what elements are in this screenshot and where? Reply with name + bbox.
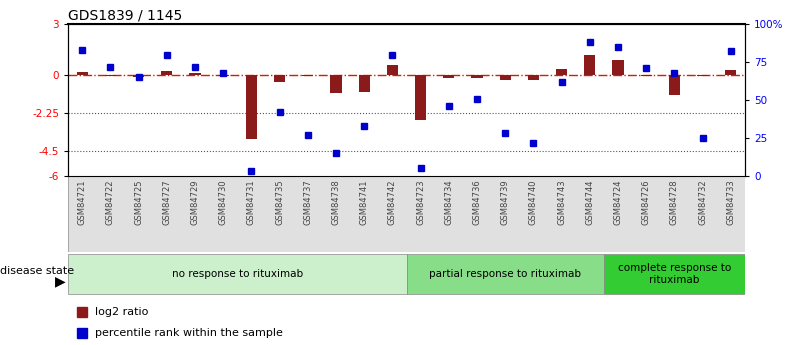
Text: GSM84724: GSM84724 (614, 180, 622, 225)
Bar (556, 69, 567, 75)
Bar (105, 75, 116, 76)
Text: GSM84739: GSM84739 (501, 180, 509, 225)
Bar (697, 75, 708, 76)
Text: GDS1839 / 1145: GDS1839 / 1145 (68, 9, 183, 23)
Bar (415, 75, 426, 120)
Bar (133, 75, 144, 77)
Bar (528, 75, 539, 80)
Text: GSM84728: GSM84728 (670, 180, 679, 225)
Bar (584, 55, 595, 75)
Bar (189, 73, 200, 75)
Bar (77, 72, 88, 75)
Text: GSM84722: GSM84722 (106, 180, 115, 225)
Text: GSM84730: GSM84730 (219, 180, 227, 225)
Bar (669, 75, 680, 95)
Bar (406, 254, 604, 294)
Text: GSM84732: GSM84732 (698, 180, 707, 225)
Bar (443, 75, 454, 78)
Text: GSM84743: GSM84743 (557, 180, 566, 225)
Text: GSM84731: GSM84731 (247, 180, 256, 225)
Text: GSM84740: GSM84740 (529, 180, 538, 225)
Text: percentile rank within the sample: percentile rank within the sample (95, 328, 283, 337)
Bar (246, 75, 257, 139)
Bar (302, 75, 313, 77)
Bar (218, 75, 229, 76)
Bar (613, 60, 624, 75)
Bar (161, 70, 172, 75)
Text: GSM84738: GSM84738 (332, 180, 340, 226)
Text: GSM84725: GSM84725 (134, 180, 143, 225)
Text: GSM84734: GSM84734 (445, 180, 453, 225)
Text: log2 ratio: log2 ratio (95, 307, 148, 317)
Text: ▶: ▶ (54, 274, 66, 288)
Text: disease state: disease state (0, 266, 74, 276)
Text: GSM84735: GSM84735 (275, 180, 284, 225)
Bar (641, 75, 652, 77)
Text: GSM84726: GSM84726 (642, 180, 650, 225)
Text: GSM84744: GSM84744 (586, 180, 594, 225)
Bar (604, 254, 745, 294)
Bar (471, 75, 483, 78)
Bar (387, 66, 398, 75)
Bar (359, 75, 370, 92)
Bar (330, 75, 342, 93)
Text: partial response to rituximab: partial response to rituximab (429, 269, 582, 279)
Text: no response to rituximab: no response to rituximab (171, 269, 303, 279)
Text: GSM84737: GSM84737 (304, 180, 312, 226)
Bar (274, 75, 285, 82)
Bar (500, 75, 511, 80)
Text: GSM84723: GSM84723 (416, 180, 425, 225)
Bar (68, 254, 406, 294)
Text: complete response to
rituximab: complete response to rituximab (618, 264, 731, 285)
Text: GSM84742: GSM84742 (388, 180, 397, 225)
Text: GSM84741: GSM84741 (360, 180, 368, 225)
Text: GSM84736: GSM84736 (473, 180, 481, 226)
Bar (725, 70, 736, 75)
Text: GSM84733: GSM84733 (727, 180, 735, 226)
Text: GSM84729: GSM84729 (191, 180, 199, 225)
Text: GSM84721: GSM84721 (78, 180, 87, 225)
Text: GSM84727: GSM84727 (163, 180, 171, 225)
